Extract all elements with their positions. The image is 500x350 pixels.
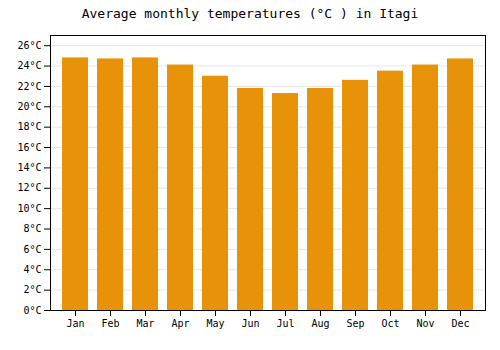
svg-text:Feb: Feb (101, 318, 119, 329)
svg-text:Sep: Sep (346, 318, 364, 329)
svg-text:Nov: Nov (416, 318, 434, 329)
svg-text:4°C: 4°C (23, 264, 41, 275)
svg-text:18°C: 18°C (17, 121, 41, 132)
html-text:Average monthly temperatures (: Average monthly temperatures (°C ) in It… (81, 6, 419, 21)
svg-text:Jan: Jan (66, 318, 84, 329)
svg-text:16°C: 16°C (17, 142, 41, 153)
svg-text:Aug: Aug (311, 318, 329, 329)
svg-text:Oct: Oct (381, 318, 399, 329)
svg-text:Jul: Jul (276, 318, 294, 329)
svg-text:Mar: Mar (136, 318, 154, 329)
svg-text:Apr: Apr (171, 318, 189, 329)
svg-text:2°C: 2°C (23, 284, 41, 295)
svg-text:Jun: Jun (241, 318, 259, 329)
svg-text:6°C: 6°C (23, 244, 41, 255)
svg-text:12°C: 12°C (17, 182, 41, 193)
svg-text:10°C: 10°C (17, 203, 41, 214)
svg-text:22°C: 22°C (17, 81, 41, 92)
svg-text:May: May (206, 318, 224, 329)
svg-text:0°C: 0°C (23, 305, 41, 316)
svg-text:8°C: 8°C (23, 223, 41, 234)
svg-text:20°C: 20°C (17, 101, 41, 112)
svg-text:26°C: 26°C (17, 40, 41, 51)
svg-text:24°C: 24°C (17, 60, 41, 71)
svg-text:Dec: Dec (451, 318, 469, 329)
svg-text:14°C: 14°C (17, 162, 41, 173)
